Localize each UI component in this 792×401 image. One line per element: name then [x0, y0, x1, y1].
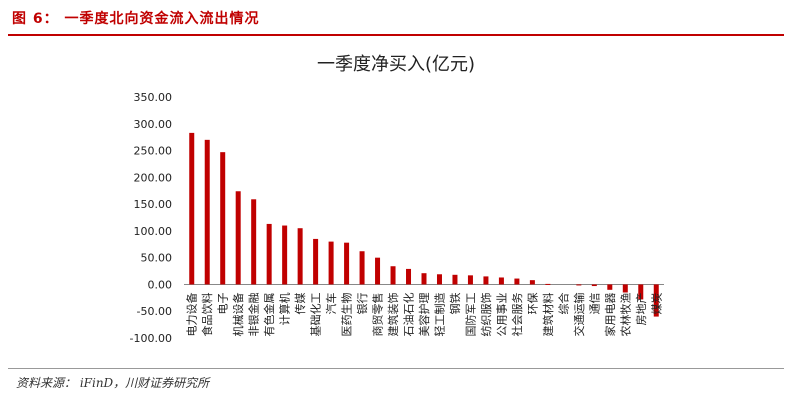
y-tick-label: -100.00	[130, 332, 172, 345]
bar	[266, 223, 272, 285]
bar	[483, 276, 489, 285]
category-label: 煤炭	[650, 292, 663, 314]
bar	[591, 284, 597, 287]
category-label: 家用电器	[603, 292, 617, 336]
category-label: 农林牧渔	[618, 292, 632, 336]
bar	[344, 242, 350, 285]
bar	[328, 241, 334, 285]
category-label: 传媒	[294, 292, 307, 314]
category-label: 计算机	[278, 292, 292, 325]
category-label: 交通运输	[572, 292, 586, 336]
category-label: 非银金融	[247, 292, 261, 336]
bar	[622, 284, 628, 293]
category-label: 纺织服饰	[479, 292, 493, 336]
y-tick-label: 200.00	[134, 171, 173, 184]
y-tick-label: 50.00	[141, 252, 173, 265]
figure-header	[8, 4, 784, 36]
category-label: 医药生物	[340, 292, 354, 336]
category-label: 有色金属	[262, 292, 276, 336]
category-label: 食品饮料	[200, 292, 214, 336]
category-label: 房地产	[634, 292, 648, 325]
bar	[359, 251, 365, 285]
category-label: 建筑装饰	[386, 292, 400, 336]
source-note: 资料来源： iFinD，川财证券研究所	[16, 376, 210, 390]
category-label: 电子	[217, 292, 230, 314]
bar	[545, 283, 551, 285]
category-label: 综合	[556, 292, 570, 314]
category-label: 建筑材料	[541, 292, 555, 336]
bar	[313, 238, 319, 285]
bar	[421, 273, 427, 285]
bar-chart: -100.00 -50.00 0.00 50.00 100.00 150.00 200.00…	[130, 91, 664, 345]
category-label: 社会服务	[510, 292, 524, 336]
y-tick-label: 350.00	[134, 91, 173, 104]
category-label: 商贸零售	[371, 292, 385, 336]
bar	[251, 199, 257, 285]
category-label: 公用事业	[495, 292, 508, 336]
bar	[220, 152, 226, 285]
bar	[375, 257, 381, 285]
category-label: 石油石化	[402, 292, 416, 336]
bar	[406, 268, 412, 285]
bar	[529, 280, 535, 285]
y-tick-label: 0.00	[148, 278, 173, 291]
chart-title: 一季度净买入(亿元)	[316, 54, 476, 75]
category-label: 汽车	[324, 292, 338, 314]
y-tick-label: 150.00	[134, 198, 173, 211]
bar	[297, 228, 303, 285]
category-label: 电力设备	[185, 292, 199, 336]
category-label: 银行	[355, 292, 369, 314]
bar	[204, 139, 210, 285]
bar	[452, 274, 458, 285]
bar	[282, 225, 288, 285]
bar	[653, 284, 659, 317]
figure-title: 图 6： 一季度北向资金流入流出情况	[12, 11, 260, 27]
bar	[189, 132, 195, 285]
footer-divider	[8, 368, 784, 369]
category-label: 通信	[588, 292, 601, 314]
category-label: 环保	[525, 292, 539, 314]
bar	[498, 277, 504, 285]
bar	[235, 191, 241, 285]
bar	[514, 278, 520, 285]
category-label: 轻工制造	[432, 292, 446, 336]
y-tick-label: 250.00	[134, 145, 173, 158]
bar	[638, 284, 644, 300]
category-label: 机械设备	[231, 292, 245, 336]
bar	[576, 284, 582, 286]
bar	[390, 266, 396, 285]
bar	[436, 274, 442, 285]
category-label: 美容护理	[417, 292, 431, 336]
y-tick-label: -50.00	[137, 305, 172, 318]
category-label: 基础化工	[309, 292, 323, 336]
y-tick-label: 100.00	[134, 225, 173, 238]
y-tick-label: 300.00	[134, 118, 173, 131]
category-label: 钢铁	[449, 292, 462, 314]
category-label: 国防军工	[463, 292, 477, 336]
bar	[607, 284, 613, 290]
bar	[467, 275, 473, 285]
